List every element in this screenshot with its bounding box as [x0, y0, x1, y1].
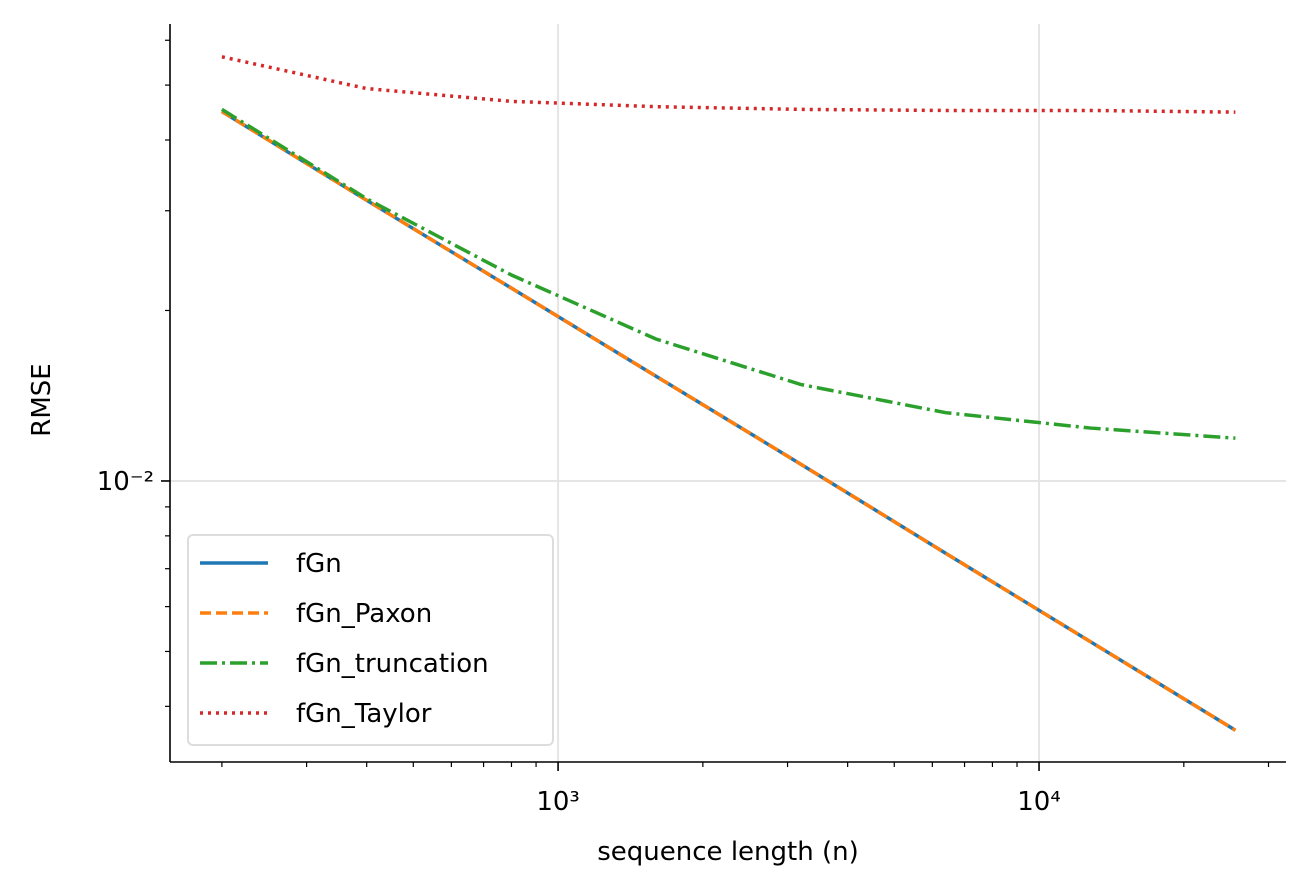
legend-label: fGn_Taylor — [296, 699, 432, 729]
legend-label: fGn_Paxon — [296, 599, 432, 629]
series-line — [220, 107, 1236, 440]
legend-label: fGn — [296, 549, 342, 579]
x-tick-label: 10³ — [536, 787, 580, 817]
series-line — [221, 55, 1236, 114]
y-axis-label: RMSE — [27, 363, 57, 436]
x-tick-label: 10⁴ — [1017, 787, 1061, 817]
y-tick-label: 10⁻² — [97, 467, 154, 497]
x-axis-label: sequence length (n) — [597, 837, 858, 867]
legend-label: fGn_truncation — [296, 649, 489, 679]
series-line — [220, 110, 1237, 732]
legend-box — [187, 534, 554, 746]
